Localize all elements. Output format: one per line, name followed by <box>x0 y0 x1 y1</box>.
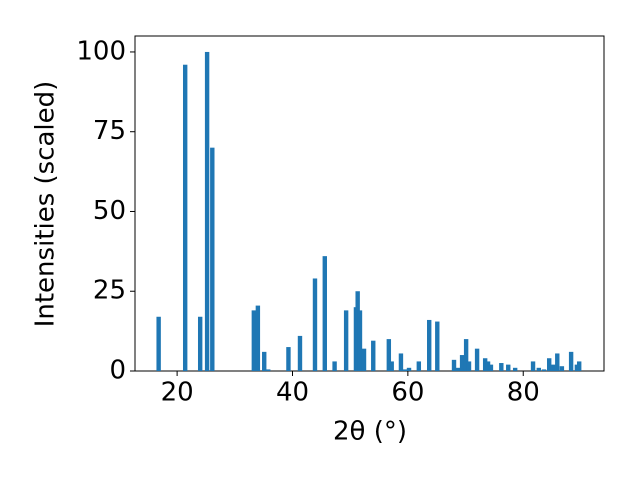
bar <box>574 364 580 371</box>
bar <box>485 361 491 371</box>
bar <box>551 364 556 371</box>
bar <box>182 64 188 371</box>
y-tick-label: 75 <box>93 116 126 146</box>
bar <box>455 367 461 371</box>
plot-frame <box>134 35 605 372</box>
bar <box>286 347 291 371</box>
bar <box>474 348 480 371</box>
bar <box>361 348 367 371</box>
bar <box>312 278 318 371</box>
bar <box>546 358 552 371</box>
bar <box>559 366 565 371</box>
bar <box>402 369 408 371</box>
bar <box>459 355 465 371</box>
bar <box>555 353 560 371</box>
bar <box>322 256 327 371</box>
x-tick-label: 80 <box>507 378 540 408</box>
bar <box>530 361 536 371</box>
bar <box>482 358 488 371</box>
y-tick-label: 100 <box>76 36 126 66</box>
bar <box>197 316 203 371</box>
bar <box>466 361 472 371</box>
bar <box>255 305 261 371</box>
y-tick-label: 50 <box>93 196 126 226</box>
x-tick-label: 60 <box>391 378 424 408</box>
bar <box>406 367 412 371</box>
bar <box>156 316 161 371</box>
y-tick-label: 0 <box>109 356 126 386</box>
bar <box>210 147 215 371</box>
bar <box>266 369 271 371</box>
x-axis-label: 2θ (°) <box>333 417 407 447</box>
bar <box>488 364 494 371</box>
bar <box>463 339 469 371</box>
bar <box>332 361 337 371</box>
bar <box>251 310 257 371</box>
bar <box>435 321 440 371</box>
bar <box>427 319 432 371</box>
bar <box>297 335 303 371</box>
bar <box>355 291 360 371</box>
bar <box>568 351 574 371</box>
y-axis-label: Intensities (scaled) <box>31 81 61 328</box>
bar <box>204 51 210 371</box>
bar <box>416 361 422 371</box>
bar <box>386 339 392 371</box>
bar <box>262 351 267 371</box>
bar <box>398 353 404 371</box>
bar <box>343 310 349 371</box>
y-tick-label: 25 <box>93 276 126 306</box>
bar <box>536 367 542 371</box>
x-tick-label: 40 <box>276 378 309 408</box>
x-tick-label: 20 <box>161 378 194 408</box>
bar <box>512 367 518 371</box>
bar <box>499 363 504 371</box>
bar <box>389 361 394 371</box>
bar <box>576 361 582 371</box>
bar <box>506 364 511 371</box>
bar <box>541 369 547 371</box>
bar <box>357 310 363 371</box>
bar <box>371 340 376 371</box>
bar <box>451 359 457 371</box>
